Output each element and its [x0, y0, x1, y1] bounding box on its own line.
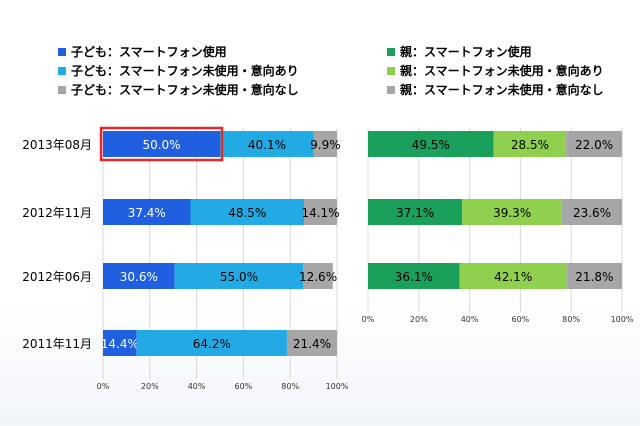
data-label: 64.2% [193, 337, 231, 351]
bar-segment [493, 131, 567, 157]
data-label: 50.0% [142, 138, 180, 152]
legend-swatch-icon [387, 85, 395, 94]
legend-item-parent-use: 親：スマートフォン使用 [387, 42, 604, 61]
data-label: 23.6% [573, 206, 611, 220]
data-label: 48.5% [228, 206, 266, 220]
legend-item-child-no-intent: 子ども：スマートフォン未使用・意向なし [58, 80, 299, 99]
bar-segment [136, 330, 287, 356]
data-label: 30.6% [120, 270, 158, 284]
legend-swatch-icon [58, 47, 66, 56]
data-label: 55.0% [220, 270, 258, 284]
bar-segment [190, 199, 305, 225]
bar-segment [562, 199, 622, 225]
legend-label: 親：スマートフォン未使用・意向あり [400, 64, 604, 78]
x-tick-label: 100% [326, 382, 349, 391]
data-label: 28.5% [511, 138, 549, 152]
data-label: 39.3% [493, 206, 531, 220]
bar-segment [368, 263, 460, 289]
data-label: 37.1% [396, 206, 434, 220]
data-label: 40.1% [248, 138, 286, 152]
data-label: 14.1% [301, 206, 339, 220]
legend-swatch-icon [58, 66, 66, 75]
bar-segment [368, 131, 494, 157]
highlight-box [99, 126, 224, 162]
bar-segment [220, 131, 314, 157]
bar-segment [313, 131, 337, 157]
x-tick-label: 60% [235, 382, 253, 391]
x-tick-label: 20% [141, 382, 159, 391]
legend-item-parent-intent: 親：スマートフォン未使用・意向あり [387, 61, 604, 80]
bar-segment [286, 330, 337, 356]
data-label: 21.4% [293, 337, 331, 351]
bar-segment [103, 263, 175, 289]
legend-label: 子ども：スマートフォン使用 [71, 45, 227, 59]
bar-segment [459, 263, 567, 289]
data-label: 12.6% [299, 270, 337, 284]
x-tick-label: 0% [362, 315, 375, 324]
bar-segment [303, 263, 333, 289]
category-label: 2013年08月 [22, 138, 92, 152]
bar-segment [462, 199, 563, 225]
category-label: 2011年11月 [22, 337, 92, 351]
data-label: 21.8% [575, 270, 613, 284]
bar-segment [304, 199, 337, 225]
x-tick-label: 80% [281, 382, 299, 391]
data-label: 14.4% [101, 337, 139, 351]
x-tick-label: 100% [611, 315, 634, 324]
x-tick-label: 20% [410, 315, 428, 324]
data-label: 49.5% [412, 138, 450, 152]
bar-segment [103, 199, 191, 225]
bar-segment [566, 131, 622, 157]
x-tick-label: 40% [188, 382, 206, 391]
legend-item-child-intent: 子ども：スマートフォン未使用・意向あり [58, 61, 299, 80]
category-label: 2012年11月 [22, 206, 92, 220]
legend-item-parent-no-intent: 親：スマートフォン未使用・意向なし [387, 80, 604, 99]
legend-label: 子ども：スマートフォン未使用・意向なし [71, 83, 299, 97]
data-label: 22.0% [575, 138, 613, 152]
bar-segment [566, 263, 622, 289]
bar-segment [174, 263, 304, 289]
x-tick-label: 60% [512, 315, 530, 324]
bar-segment [103, 330, 137, 356]
data-label: 9.9% [310, 138, 341, 152]
legend-label: 親：スマートフォン未使用・意向なし [400, 83, 604, 97]
legend-item-child-use: 子ども：スマートフォン使用 [58, 42, 299, 61]
legend-swatch-icon [58, 85, 66, 94]
data-label: 42.1% [494, 270, 532, 284]
data-label: 37.4% [128, 206, 166, 220]
legend-child: 子ども：スマートフォン使用 子ども：スマートフォン未使用・意向あり 子ども：スマ… [58, 42, 299, 99]
category-label: 2012年06月 [22, 270, 92, 284]
bar-segment [368, 199, 463, 225]
data-label: 36.1% [395, 270, 433, 284]
x-tick-label: 40% [461, 315, 479, 324]
legend-label: 子ども：スマートフォン未使用・意向あり [71, 64, 299, 78]
x-tick-label: 0% [97, 382, 110, 391]
legend-swatch-icon [387, 47, 395, 56]
bar-segment [103, 131, 220, 157]
legend-parent: 親：スマートフォン使用 親：スマートフォン未使用・意向あり 親：スマートフォン未… [387, 42, 604, 99]
legend-swatch-icon [387, 66, 395, 75]
x-tick-label: 80% [562, 315, 580, 324]
legend-label: 親：スマートフォン使用 [400, 45, 532, 59]
